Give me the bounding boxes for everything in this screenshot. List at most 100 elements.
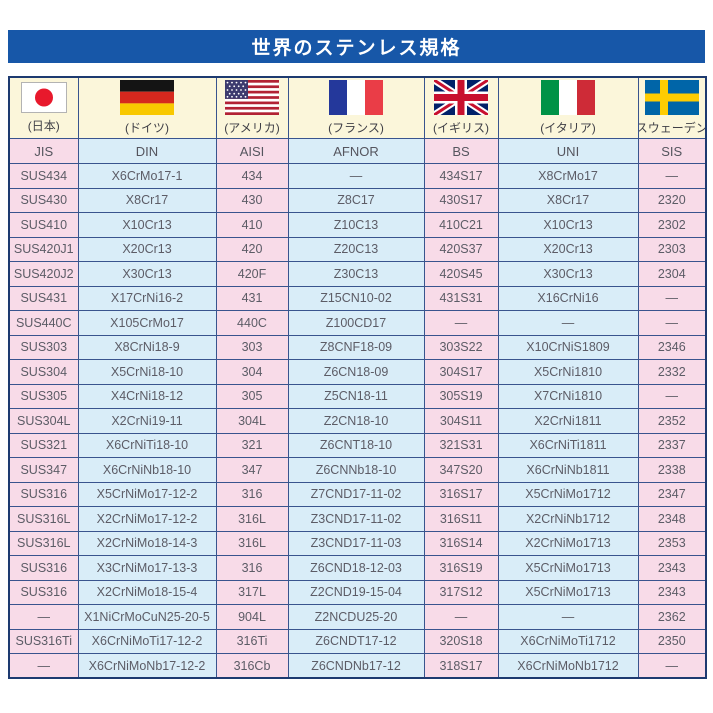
cell-jis: SUS420J1 (8, 236, 79, 262)
cell-afnor: Z2NCDU25-20 (287, 604, 425, 630)
table-row: SUS305 X4CrNi18-12 305 Z5CN18-11 305S19 X7CrN… (8, 383, 707, 409)
cell-jis: SUS440C (8, 310, 79, 336)
cell-aisi: 420F (215, 261, 289, 287)
cell-sis: 2362 (637, 604, 707, 630)
cell-aisi: 316 (215, 555, 289, 581)
table-row: SUS434 X6CrMo17-1 434—434S17 X8CrMo17— (8, 163, 707, 189)
header-france: (フランス) (287, 76, 425, 139)
cell-aisi: 304L (215, 408, 289, 434)
cell-sis: 2302 (637, 212, 707, 238)
standard-din: DIN (77, 138, 217, 164)
cell-aisi: 420 (215, 236, 289, 262)
cell-afnor: Z2CND19-15-04 (287, 579, 425, 605)
cell-sis: 2350 (637, 628, 707, 654)
cell-uni: X2CrNi1811 (497, 408, 639, 434)
cell-uni: X16CrNi16 (497, 285, 639, 311)
cell-aisi: 305 (215, 383, 289, 409)
cell-aisi: 347 (215, 457, 289, 483)
standard-sis: SIS (637, 138, 707, 164)
cell-sis: — (637, 383, 707, 409)
cell-uni: X5CrNiMo1712 (497, 481, 639, 507)
cell-sis: 2346 (637, 334, 707, 360)
cell-din: X6CrNiTi18-10 (77, 432, 217, 458)
cell-din: X3CrNiMo17-13-3 (77, 555, 217, 581)
page-title: 世界のステンレス規格 (8, 30, 705, 63)
cell-afnor: Z5CN18-11 (287, 383, 425, 409)
country-label-france: (フランス) (328, 121, 384, 135)
cell-jis: SUS431 (8, 285, 79, 311)
cell-din: X5CrNi18-10 (77, 359, 217, 385)
cell-aisi: 431 (215, 285, 289, 311)
cell-bs: 320S18 (423, 628, 499, 654)
cell-uni: X6CrNiMoNb1712 (497, 653, 639, 679)
cell-bs: 303S22 (423, 334, 499, 360)
header-uk: (イギリス) (423, 76, 499, 139)
cell-sis: 2343 (637, 579, 707, 605)
cell-afnor: Z20C13 (287, 236, 425, 262)
cell-jis: SUS434 (8, 163, 79, 189)
cell-bs: 317S12 (423, 579, 499, 605)
cell-aisi: 904L (215, 604, 289, 630)
table-row: SUS316L X2CrNiMo17-12-2 316L Z3CND17-11-02 3… (8, 506, 707, 532)
cell-afnor: Z30C13 (287, 261, 425, 287)
cell-sis: 2352 (637, 408, 707, 434)
cell-uni: X20Cr13 (497, 236, 639, 262)
cell-afnor: Z10C13 (287, 212, 425, 238)
cell-sis: 2353 (637, 530, 707, 556)
cell-afnor: Z8C17 (287, 187, 425, 213)
cell-uni: X10Cr13 (497, 212, 639, 238)
cell-aisi: 317L (215, 579, 289, 605)
stainless-table-body: SUS434 X6CrMo17-1 434—434S17 X8CrMo17— SUS43… (8, 163, 707, 679)
cell-sis: 2347 (637, 481, 707, 507)
cell-bs: 304S11 (423, 408, 499, 434)
cell-uni: X8CrMo17 (497, 163, 639, 189)
cell-aisi: 321 (215, 432, 289, 458)
cell-uni: X5CrNiMo1713 (497, 579, 639, 605)
table-row: SUS304L X2CrNi19-11 304L Z2CN18-10 304S11 X2C… (8, 408, 707, 434)
cell-jis: SUS304L (8, 408, 79, 434)
cell-uni: — (497, 604, 639, 630)
cell-din: X2CrNiMo18-14-3 (77, 530, 217, 556)
header-germany: (ドイツ) (77, 76, 217, 139)
cell-din: X4CrNi18-12 (77, 383, 217, 409)
japan-flag-icon (20, 82, 67, 113)
cell-aisi: 304 (215, 359, 289, 385)
cell-din: X17CrNi16-2 (77, 285, 217, 311)
cell-aisi: 316L (215, 530, 289, 556)
cell-bs: 420S37 (423, 236, 499, 262)
cell-bs: 410C21 (423, 212, 499, 238)
cell-bs: 318S17 (423, 653, 499, 679)
cell-uni: X30Cr13 (497, 261, 639, 287)
table-row: SUS431 X17CrNi16-2 431 Z15CN10-02 431S31 X16C… (8, 285, 707, 311)
cell-jis: SUS305 (8, 383, 79, 409)
cell-jis: SUS410 (8, 212, 79, 238)
table-row: — X6CrNiMoNb17-12-2 316Cb Z6CNDNb17-12 318S1… (8, 653, 707, 679)
cell-din: X1NiCrMoCuN25-20-5 (77, 604, 217, 630)
cell-jis: — (8, 653, 79, 679)
sweden-flag-icon (644, 80, 699, 115)
table-row: SUS304 X5CrNi18-10 304 Z6CN18-09 304S17 X5CrN… (8, 359, 707, 385)
cell-uni: X2CrNiNb1712 (497, 506, 639, 532)
cell-aisi: 316Cb (215, 653, 289, 679)
stainless-standards-table: (日本) (ドイツ) (8, 76, 707, 679)
cell-sis: 2320 (637, 187, 707, 213)
cell-afnor: Z6CNNb18-10 (287, 457, 425, 483)
cell-afnor: Z15CN10-02 (287, 285, 425, 311)
cell-jis: SUS347 (8, 457, 79, 483)
cell-bs: 316S14 (423, 530, 499, 556)
usa-flag-icon (225, 80, 279, 115)
cell-din: X2CrNi19-11 (77, 408, 217, 434)
uk-flag-icon (434, 80, 488, 115)
cell-sis: 2348 (637, 506, 707, 532)
standard-aisi: AISI (215, 138, 289, 164)
cell-din: X30Cr13 (77, 261, 217, 287)
cell-aisi: 316 (215, 481, 289, 507)
cell-aisi: 303 (215, 334, 289, 360)
cell-bs: — (423, 310, 499, 336)
table-row: SUS316L X2CrNiMo18-14-3 316L Z3CND17-11-03 3… (8, 530, 707, 556)
table-row: SUS321 X6CrNiTi18-10 321 Z6CNT18-10 321S31 X6… (8, 432, 707, 458)
cell-din: X8Cr17 (77, 187, 217, 213)
table-row: SUS440C X105CrMo17 440C Z100CD17— — — (8, 310, 707, 336)
cell-bs: 304S17 (423, 359, 499, 385)
cell-sis: 2304 (637, 261, 707, 287)
